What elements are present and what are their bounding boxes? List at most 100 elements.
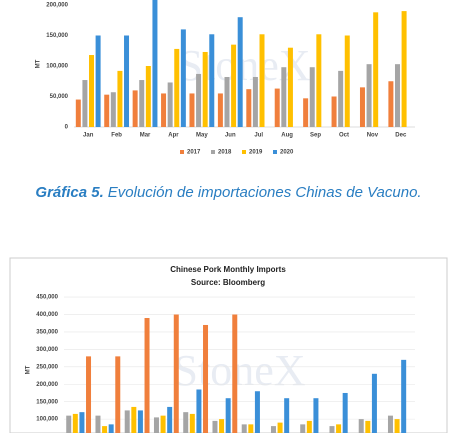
y-tick-label: 250,000 xyxy=(36,364,58,370)
bar xyxy=(281,67,287,127)
caption-text: Evolución de importaciones Chinas de Vac… xyxy=(107,184,422,201)
chart-frame xyxy=(9,257,448,433)
bar xyxy=(259,34,265,127)
bar xyxy=(145,66,151,127)
legend-swatch xyxy=(242,150,246,154)
x-tick-label: Nov xyxy=(367,133,379,139)
bar xyxy=(66,415,72,433)
bar xyxy=(329,426,335,433)
bar xyxy=(174,48,180,127)
bar xyxy=(110,92,116,127)
watermark: StoneX xyxy=(174,346,306,395)
x-tick-label: Apr xyxy=(168,133,179,139)
bar xyxy=(248,424,254,433)
bar xyxy=(303,98,309,127)
x-tick-label: May xyxy=(196,133,208,139)
bar xyxy=(225,398,231,433)
bar xyxy=(167,82,173,127)
y-tick-label: 150,000 xyxy=(46,33,68,39)
x-tick-label: Jul xyxy=(254,133,263,139)
bar xyxy=(300,424,306,433)
bar xyxy=(167,406,173,433)
bar xyxy=(217,93,223,127)
bar xyxy=(316,34,322,127)
bar xyxy=(387,415,393,433)
bar xyxy=(95,415,101,433)
bar xyxy=(86,356,92,433)
legend-swatch xyxy=(211,150,215,154)
bar xyxy=(82,80,88,127)
y-tick-label: 100,000 xyxy=(36,417,58,423)
bar xyxy=(388,81,394,127)
bar xyxy=(394,419,400,433)
bar xyxy=(365,420,371,433)
bar xyxy=(237,17,243,127)
bar xyxy=(359,87,365,127)
bar xyxy=(342,392,348,433)
bar xyxy=(189,413,195,433)
bar xyxy=(139,80,145,127)
y-tick-label: 400,000 xyxy=(36,312,58,318)
bar xyxy=(246,89,252,127)
caption: Gráfica 5. Evolución de importaciones Chi… xyxy=(0,184,457,201)
bar xyxy=(231,44,237,127)
bar xyxy=(104,94,110,127)
x-tick-label: Mar xyxy=(140,133,151,139)
legend-swatch xyxy=(273,150,277,154)
bar xyxy=(313,398,319,433)
bar xyxy=(183,412,189,433)
y-axis-label: MT xyxy=(36,59,42,68)
legend-label: 2017 xyxy=(187,150,201,156)
legend-label: 2019 xyxy=(249,150,263,156)
bar xyxy=(270,426,276,433)
bar xyxy=(366,64,372,127)
bar xyxy=(203,324,209,433)
bar xyxy=(144,318,150,433)
bar xyxy=(373,12,379,127)
bar xyxy=(254,391,260,433)
bar xyxy=(180,29,186,128)
bar xyxy=(161,93,167,127)
bar xyxy=(306,420,312,433)
y-tick-label: 200,000 xyxy=(36,382,58,388)
bar xyxy=(75,99,81,127)
legend-label: 2018 xyxy=(218,150,232,156)
bar xyxy=(196,73,202,127)
chart-subtitle: Source: Bloomberg xyxy=(191,278,265,287)
bar xyxy=(108,424,114,433)
bar xyxy=(189,93,195,127)
x-tick-label: Feb xyxy=(111,133,122,139)
bar xyxy=(401,11,407,128)
x-tick-label: Oct xyxy=(339,133,349,139)
y-tick-label: 50,000 xyxy=(50,94,69,100)
y-tick-label: 200,000 xyxy=(46,3,68,9)
bar xyxy=(131,406,137,433)
x-tick-label: Aug xyxy=(281,133,293,139)
x-tick-label: Sep xyxy=(310,133,321,139)
bar xyxy=(72,413,78,433)
y-tick-label: 100,000 xyxy=(46,64,68,70)
bar xyxy=(358,419,364,433)
bar xyxy=(219,419,225,433)
bar xyxy=(284,398,290,433)
y-axis-label: MT xyxy=(26,365,32,374)
bar xyxy=(160,415,166,433)
bar xyxy=(202,51,208,128)
bar xyxy=(173,314,179,433)
bar xyxy=(124,410,130,433)
bar xyxy=(241,424,247,433)
bar xyxy=(209,34,215,127)
bar xyxy=(274,88,280,127)
bar xyxy=(336,424,342,433)
x-tick-label: Jun xyxy=(225,133,236,139)
bar xyxy=(117,70,123,127)
bar xyxy=(196,389,202,433)
legend-label: 2020 xyxy=(280,150,294,156)
bar xyxy=(153,417,159,433)
x-tick-label: Dec xyxy=(395,133,407,139)
chart-title: Chinese Pork Monthly Imports xyxy=(170,265,286,274)
bar xyxy=(102,426,108,433)
bar xyxy=(252,76,258,127)
